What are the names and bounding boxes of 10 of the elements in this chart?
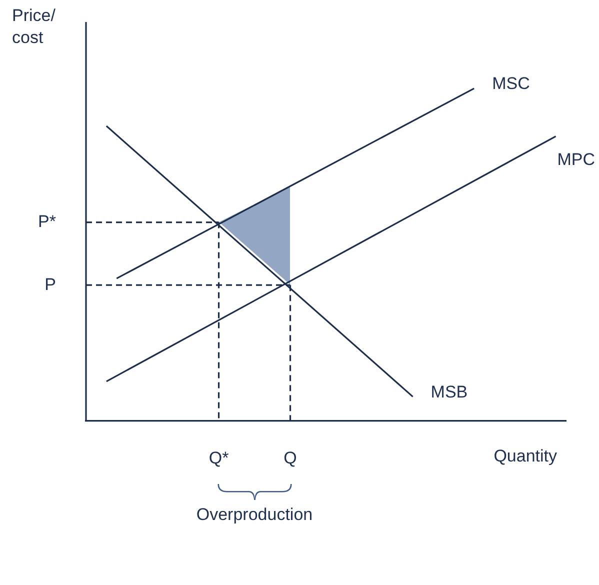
text: Overproduction [196, 504, 313, 525]
x-tick-label: Q [284, 448, 297, 468]
series-label: P [44, 274, 56, 294]
series-label: MSC [492, 74, 530, 94]
y-axis-title: Price/ cost [12, 6, 56, 48]
series-label: MPC [557, 150, 595, 169]
series-label: P* [38, 212, 56, 231]
x-axis-title: Quantity [494, 446, 558, 466]
series-label: MSB [430, 382, 468, 402]
x-tick-label: Q* [208, 448, 230, 468]
